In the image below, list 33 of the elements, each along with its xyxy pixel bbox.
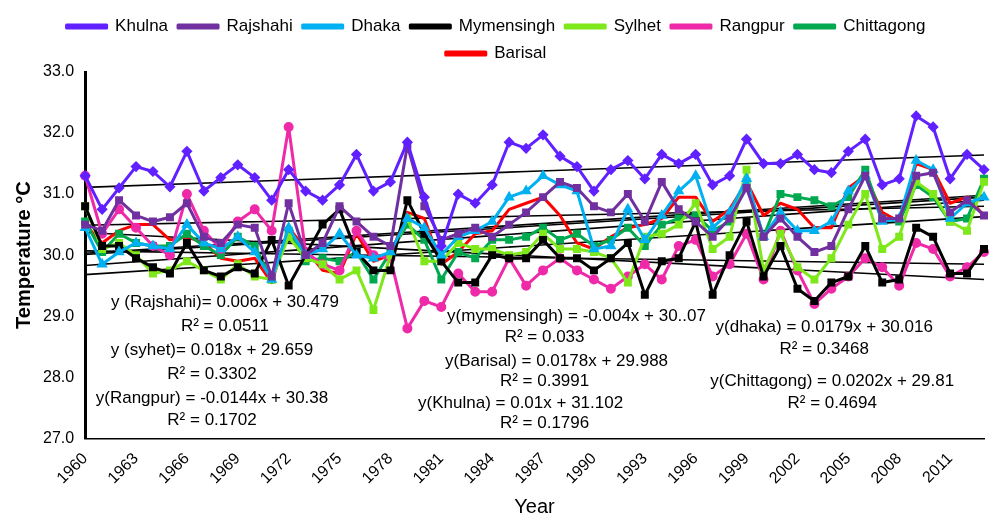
- annotation: y(Khulna) = 0.01x + 31.102: [418, 393, 624, 413]
- annotation: R² = 0.3468: [779, 339, 869, 359]
- annotation: y(Barisal) = 0.0178x + 29.988: [445, 351, 669, 371]
- annotation: y(Chittagong) = 0.0202x + 29.81: [710, 371, 955, 391]
- legend-label: Barisal: [494, 43, 547, 63]
- legend-label: Dhaka: [351, 16, 401, 36]
- annotation: y(dhaka) = 0.0179x + 30.016: [715, 317, 933, 337]
- y-tick-label: 28.0: [43, 367, 75, 385]
- legend-label: Khulna: [115, 16, 169, 36]
- annotation: R² = 0.0511: [180, 316, 269, 336]
- annotation: R² = 0.3302: [167, 363, 257, 383]
- annotation: R² = 0.1702: [167, 409, 257, 429]
- y-tick-label: 27.0: [43, 428, 75, 446]
- annotation: y(Rangpur) = -0.0144x + 30.38: [95, 387, 329, 407]
- legend-label: Mymensingh: [458, 16, 556, 36]
- legend-label: Rangpur: [719, 16, 785, 36]
- y-axis-title: Temperature °C: [11, 181, 34, 329]
- y-tick-label: 33.0: [43, 62, 75, 80]
- annotation: R² = 0.033: [504, 327, 585, 347]
- y-tick-label: 30.0: [43, 245, 75, 263]
- annotation: y (Rajshahi)= 0.006x + 30.479: [111, 292, 339, 312]
- y-tick-label: 29.0: [43, 306, 75, 324]
- legend-label: Rajshahi: [226, 16, 293, 36]
- legend-label: Sylhet: [613, 16, 662, 36]
- y-tick-label: 31.0: [43, 184, 75, 202]
- annotation: R² = 0.3991: [499, 371, 590, 391]
- annotation: R² = 0.4694: [787, 393, 877, 413]
- legend-label: Chittagong: [843, 16, 926, 36]
- annotation: y (syhet)= 0.018x + 29.659: [110, 340, 314, 360]
- x-axis-title: Year: [514, 494, 556, 517]
- annotation: R² = 0.1796: [499, 413, 590, 433]
- annotation: y(mymensingh) = -0.004x + 30..07: [447, 306, 706, 326]
- y-tick-label: 32.0: [43, 123, 75, 141]
